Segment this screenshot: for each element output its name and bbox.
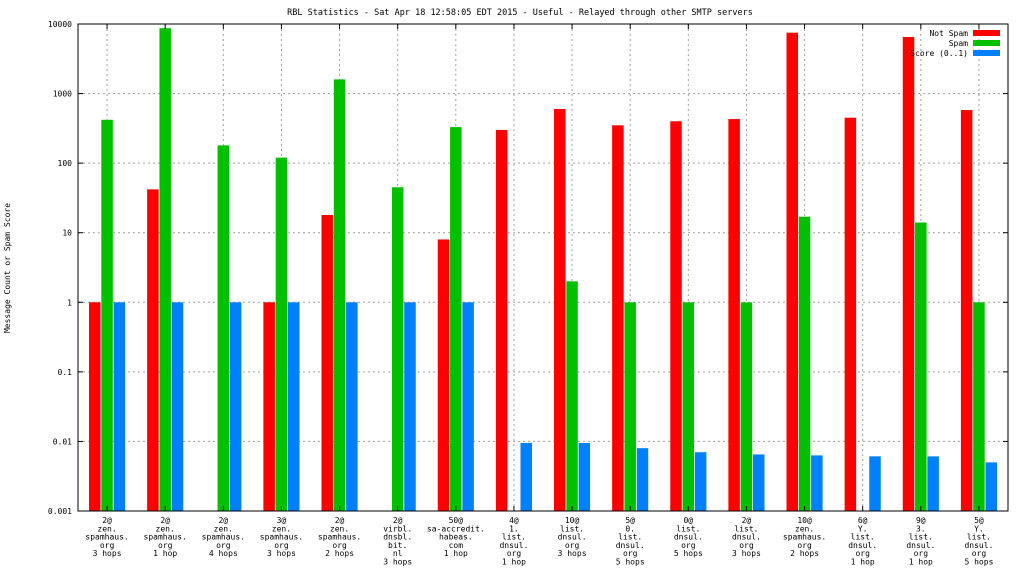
- bar-not-spam: [844, 117, 857, 511]
- legend-swatch: [973, 30, 1000, 36]
- bar-score-0-1: [113, 302, 126, 511]
- x-tick-label: 5@ 0. list. dnsul. org 5 hops: [616, 516, 645, 567]
- bar-not-spam: [89, 302, 101, 511]
- bar-spam: [101, 119, 113, 511]
- bar-score-0-1: [287, 302, 300, 511]
- legend-label: Spam: [949, 39, 968, 48]
- x-tick-label: 5@ Y. list. dnsul. org 5 hops: [964, 516, 993, 567]
- x-tick-label: 2@ zen. spamhaus. org 4 hops: [202, 516, 245, 558]
- y-tick-labels: 0.001 0.01 0.1 1 10 100 1000 10000: [48, 20, 72, 516]
- bar-not-spam: [786, 32, 799, 511]
- bar-spam: [391, 187, 404, 512]
- x-tick-labels: 2@ zen. spamhaus. org 3 hops 2@ zen. spamhaus. o…: [85, 516, 993, 567]
- bar-spam: [217, 145, 230, 511]
- bar-not-spam: [321, 214, 334, 511]
- bar-not-spam: [554, 109, 566, 511]
- x-tick-label: 3@ zen. spamhaus. org 3 hops: [260, 516, 303, 558]
- bar-spam: [275, 157, 288, 512]
- y-tick-label: 10: [62, 229, 72, 238]
- bar-score-0-1: [171, 302, 184, 511]
- y-tick-label: 0.1: [58, 368, 73, 377]
- plot-border: [77, 23, 1009, 512]
- bar-score-0-1: [636, 448, 649, 511]
- bar-not-spam: [495, 129, 508, 511]
- bar-spam: [798, 216, 811, 511]
- bar-not-spam: [147, 189, 159, 511]
- bar-not-spam: [437, 239, 450, 511]
- bar-score-0-1: [694, 452, 707, 511]
- bar-score-0-1: [869, 456, 881, 511]
- bar-score-0-1: [404, 302, 416, 511]
- bar-spam: [973, 302, 985, 511]
- bar-not-spam: [960, 110, 973, 511]
- bar-score-0-1: [985, 462, 997, 511]
- legend-label: Score (0..1): [910, 49, 968, 58]
- bar-spam: [915, 222, 927, 511]
- bar-not-spam: [728, 119, 740, 512]
- bar-score-0-1: [927, 456, 939, 511]
- x-tick-label: 2@ zen. spamhaus. org 1 hop: [144, 516, 187, 558]
- x-tick-label: 10@ zen. spamhaus. org 2 hops: [783, 516, 826, 558]
- x-tick-label: 2@ list. dnsul. org 3 hops: [732, 516, 761, 558]
- x-tick-label: 4@ 1. list. dnsul. org 1 hop: [499, 516, 528, 567]
- bar-score-0-1: [752, 454, 765, 511]
- bar-spam: [159, 28, 171, 511]
- y-tick-label: 0.001: [48, 507, 72, 516]
- y-tick-label: 100: [58, 159, 73, 168]
- x-tick-label: 2@ zen. spamhaus. org 2 hops: [318, 516, 361, 558]
- bar-score-0-1: [462, 302, 474, 511]
- legend-label: Not Spam: [929, 29, 968, 38]
- x-tick-label: 9@ 3. list. dnsul. org 1 hop: [906, 516, 935, 567]
- x-tick-label: 50@ sa-accredit. habeas. com 1 hop: [427, 516, 485, 558]
- x-tick-label: 2@ zen. spamhaus. org 3 hops: [85, 516, 128, 558]
- bar-spam: [740, 302, 753, 511]
- bar-score-0-1: [811, 455, 823, 511]
- y-tick-label: 10000: [48, 20, 72, 29]
- bar-score-0-1: [520, 442, 532, 511]
- bar-not-spam: [902, 37, 915, 512]
- axes: [77, 23, 1009, 512]
- bar-spam: [682, 302, 695, 511]
- bar-not-spam: [612, 125, 624, 512]
- bar-spam: [450, 127, 462, 512]
- bar-score-0-1: [346, 302, 358, 511]
- bar-score-0-1: [229, 302, 242, 511]
- bar-spam: [333, 79, 346, 511]
- bar-not-spam: [263, 302, 275, 511]
- grid-lines: [78, 24, 1008, 511]
- legend-swatch: [973, 40, 1000, 46]
- x-tick-label: 0@ list. dnsul. org 5 hops: [674, 516, 703, 558]
- y-axis-label: Message Count or Spam Score: [3, 203, 12, 333]
- legend-swatch: [973, 50, 1000, 56]
- bars: [89, 28, 997, 512]
- bar-not-spam: [670, 121, 682, 511]
- y-tick-label: 0.01: [53, 437, 72, 446]
- x-tick-label: 6@ Y. list. dnsul. org 1 hop: [848, 516, 877, 567]
- chart-title: RBL Statistics - Sat Apr 18 12:58:05 EDT…: [287, 8, 753, 18]
- y-tick-label: 1000: [53, 90, 72, 99]
- x-tick-label: 2@ virbl. dnsbl. bit. nl 3 hops: [383, 516, 412, 567]
- x-tick-label: 10@ list. dnsul. org 3 hops: [558, 516, 587, 558]
- bar-score-0-1: [578, 442, 591, 511]
- bar-spam: [566, 281, 578, 511]
- bar-spam: [624, 302, 636, 511]
- y-tick-label: 1: [67, 298, 72, 307]
